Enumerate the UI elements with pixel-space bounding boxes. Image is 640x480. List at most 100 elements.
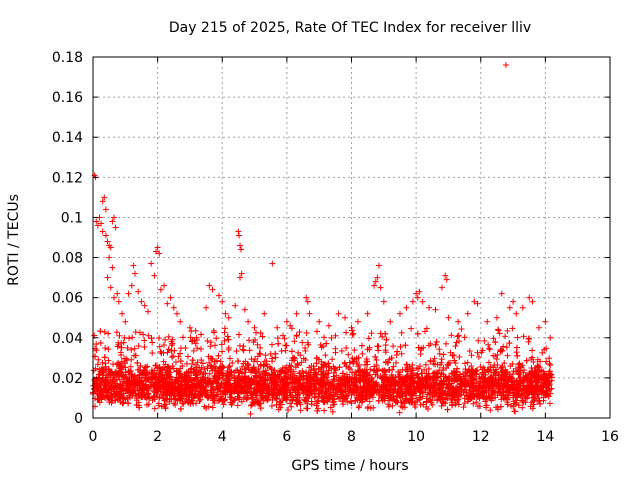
data-point — [211, 367, 218, 374]
data-point — [467, 386, 474, 393]
data-point — [164, 388, 171, 395]
data-point — [219, 348, 226, 355]
data-point — [197, 368, 204, 375]
data-point — [211, 329, 218, 336]
data-point — [167, 294, 174, 301]
data-point — [464, 310, 471, 317]
data-point — [141, 337, 148, 344]
data-point — [252, 372, 259, 379]
data-point — [200, 374, 207, 381]
data-point — [211, 358, 218, 365]
data-point — [177, 358, 184, 365]
data-point — [160, 342, 167, 349]
data-point — [501, 360, 508, 367]
data-point — [272, 350, 279, 357]
data-point — [296, 376, 303, 383]
data-point — [257, 361, 264, 368]
data-point — [534, 362, 541, 369]
data-point — [97, 340, 104, 347]
data-point — [389, 402, 396, 409]
data-point — [298, 359, 305, 366]
data-point — [405, 397, 412, 404]
data-point — [349, 327, 356, 334]
data-point — [198, 379, 205, 386]
data-point — [157, 286, 164, 293]
data-point — [140, 331, 147, 338]
chart-title: Day 215 of 2025, Rate Of TEC Index for r… — [169, 20, 531, 36]
data-point — [229, 399, 236, 406]
data-point — [348, 391, 355, 398]
data-point — [328, 334, 335, 341]
data-point — [128, 282, 135, 289]
data-point — [383, 387, 390, 394]
data-point — [374, 367, 381, 374]
data-point — [271, 375, 278, 382]
data-point — [141, 390, 148, 397]
data-point — [192, 327, 199, 334]
data-point — [383, 336, 390, 343]
data-point — [122, 387, 129, 394]
data-point — [194, 345, 201, 352]
data-point — [454, 333, 461, 340]
data-point — [211, 399, 218, 406]
data-point — [482, 394, 489, 401]
data-point — [353, 355, 360, 362]
data-point — [254, 353, 261, 360]
data-point — [169, 362, 176, 369]
data-point — [451, 391, 458, 398]
data-point — [422, 361, 429, 368]
data-point — [196, 397, 203, 404]
data-point — [382, 392, 389, 399]
data-point — [144, 308, 151, 315]
data-point — [355, 369, 362, 376]
data-point — [372, 353, 379, 360]
data-point — [399, 391, 406, 398]
data-point — [128, 346, 135, 353]
data-point — [260, 376, 267, 383]
data-point — [367, 366, 374, 373]
data-point — [434, 369, 441, 376]
data-point — [366, 346, 373, 353]
data-point — [98, 220, 105, 227]
data-point — [483, 402, 490, 409]
data-point — [268, 402, 275, 409]
data-point — [162, 336, 169, 343]
data-point — [268, 379, 275, 386]
data-point — [107, 244, 114, 251]
data-point — [498, 369, 505, 376]
data-point — [397, 399, 404, 406]
data-point — [305, 385, 312, 392]
data-point — [512, 365, 519, 372]
data-point — [153, 248, 160, 255]
data-point — [447, 349, 454, 356]
data-point — [431, 373, 438, 380]
data-point — [177, 370, 184, 377]
data-point — [473, 399, 480, 406]
data-point — [131, 345, 138, 352]
data-point — [111, 294, 118, 301]
data-point — [206, 377, 213, 384]
data-point — [330, 391, 337, 398]
y-tick-label: 0.06 — [52, 291, 83, 307]
data-point — [357, 366, 364, 373]
x-tick-label: 14 — [536, 429, 554, 445]
data-point — [499, 363, 506, 370]
data-point — [223, 379, 230, 386]
data-point — [225, 346, 232, 353]
data-point — [255, 366, 262, 373]
data-point — [220, 401, 227, 408]
data-point — [371, 282, 378, 289]
data-point — [497, 384, 504, 391]
data-point — [460, 370, 467, 377]
data-point — [432, 306, 439, 313]
data-point — [340, 394, 347, 401]
data-point — [202, 380, 209, 387]
data-point — [360, 392, 367, 399]
data-point — [370, 404, 377, 411]
data-point — [456, 354, 463, 361]
data-point — [548, 371, 555, 378]
data-point — [489, 395, 496, 402]
data-point — [485, 366, 492, 373]
data-point — [515, 382, 522, 389]
data-point — [304, 405, 311, 412]
